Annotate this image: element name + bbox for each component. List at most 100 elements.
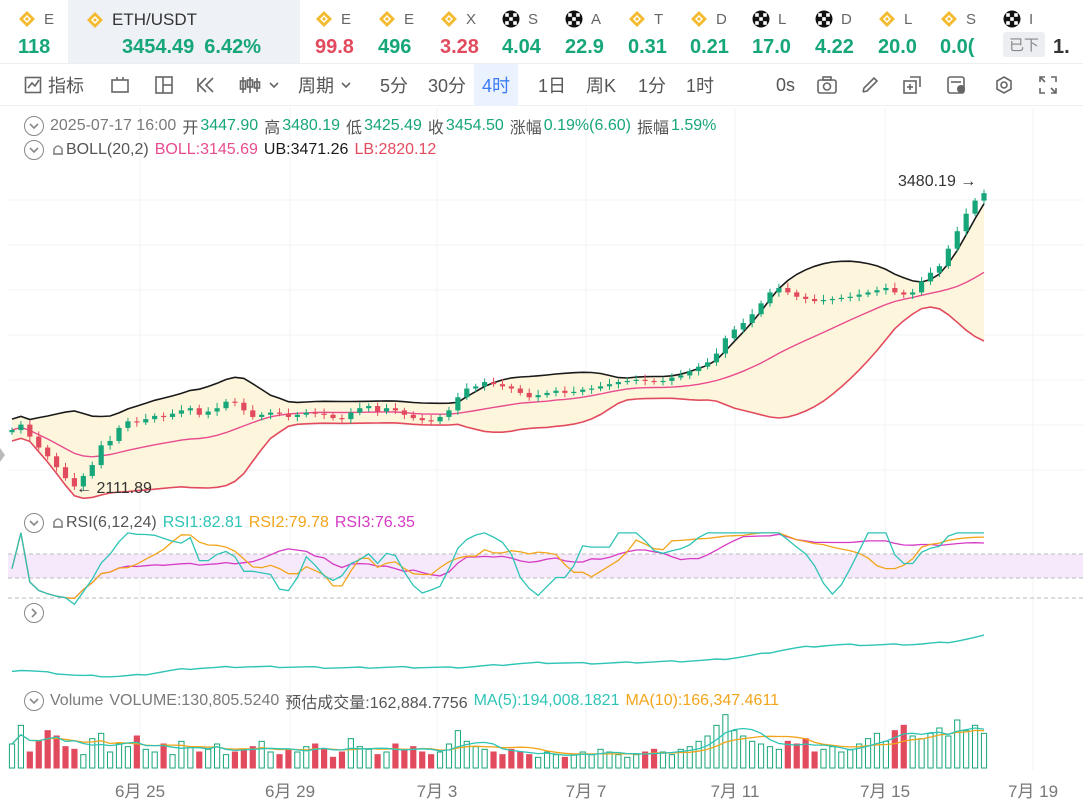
interval-tab[interactable]: 5分 (372, 64, 416, 106)
interval-label: 30分 (428, 76, 467, 96)
ticker-item[interactable]: D 0.21 (690, 0, 750, 63)
volume-bar (552, 754, 560, 769)
ticker-item[interactable]: A 22.9 (565, 0, 625, 63)
ticker-item[interactable]: S 4.04 (502, 0, 562, 63)
volume-bar (338, 751, 346, 769)
okx-icon (815, 10, 833, 28)
volume-bar (267, 751, 274, 769)
interval-tab[interactable]: 1分 (630, 64, 674, 106)
candle-body (339, 418, 345, 420)
ticker-item[interactable]: S 0.0( (940, 0, 1000, 63)
columns-icon (155, 76, 173, 94)
add-indicator-button[interactable] (902, 64, 922, 106)
indicators-button[interactable]: 指标 (24, 64, 84, 106)
candle-body (901, 292, 907, 295)
collapse-icon[interactable] (24, 513, 44, 533)
volume-bar (829, 746, 836, 769)
ticker-item[interactable]: D 4.22 (815, 0, 875, 63)
volume-bar (329, 756, 337, 769)
volume-bar (490, 751, 497, 769)
volume-bar (303, 746, 310, 769)
collapse-icon[interactable] (24, 691, 44, 711)
secondary-indicator-line (11, 634, 985, 678)
candle-body (321, 413, 327, 415)
ticker-symbol: T (654, 10, 664, 28)
ticker-item[interactable]: I 1. 已下 (1003, 0, 1070, 63)
candle-body (526, 392, 532, 398)
interval-tab[interactable]: 1日 (530, 64, 574, 106)
interval-tab[interactable]: 4时 (474, 64, 519, 106)
volume-bar (971, 724, 979, 769)
volume-bar (196, 751, 203, 769)
interval-tab[interactable]: 30分 (420, 64, 474, 106)
ticker-item[interactable]: E 99.8 (315, 0, 375, 63)
ticker-item[interactable]: E 118 (18, 0, 78, 63)
volume-bar (856, 743, 863, 769)
candle-body (669, 377, 675, 381)
candle-body (160, 415, 167, 418)
okx-icon (565, 10, 583, 28)
x-axis: 6月 25 6月 29 7月 3 7月 7 7月 11 7月 15 7月 19 (115, 782, 1058, 801)
collapse-icon[interactable] (24, 140, 44, 160)
period-dropdown[interactable]: 周期 (298, 64, 352, 106)
template-button[interactable] (110, 64, 130, 106)
screenshot-button[interactable] (816, 64, 838, 106)
ticker-item[interactable]: E 496 (378, 0, 438, 63)
binance-coin-icon (379, 11, 395, 27)
volume-bar (472, 746, 479, 769)
candle-body (696, 366, 702, 372)
low-marker: ← 2111.89 (76, 480, 152, 497)
ticker-symbol: D (716, 10, 727, 28)
candle-body (18, 424, 24, 431)
candle-body (678, 375, 684, 378)
candle-body (259, 414, 265, 417)
boll-mid-line (11, 271, 985, 458)
candle-body (303, 412, 309, 415)
candle-body (241, 402, 247, 411)
candle-body (571, 391, 577, 394)
chart-type-button[interactable] (238, 64, 280, 106)
candle-body (437, 416, 443, 422)
bell-icon[interactable] (50, 515, 66, 531)
candle-body (330, 414, 336, 419)
interval-tab[interactable]: 1时 (678, 64, 722, 106)
candle-body (446, 410, 452, 417)
collapse-icon[interactable] (24, 116, 44, 136)
candle-body (71, 478, 78, 487)
scroll-handle-icon[interactable] (0, 448, 5, 462)
calculator-button[interactable] (946, 64, 968, 106)
vol-ma10-line (11, 729, 985, 755)
ticker-value: 496 (378, 36, 412, 58)
volume-bar (133, 735, 140, 769)
delisted-badge: 已下 (1003, 32, 1046, 57)
split-layout-button[interactable] (154, 64, 174, 106)
ticker-item[interactable]: L 17.0 (752, 0, 812, 63)
candle-body (803, 296, 809, 299)
fullscreen-button[interactable] (1038, 64, 1058, 106)
candle-body (62, 467, 69, 479)
interval-label: 1分 (638, 76, 667, 96)
volume-bar (26, 751, 33, 769)
bell-icon[interactable] (50, 142, 66, 158)
volume-bar (597, 748, 604, 769)
ticker-change: 6.42% (204, 36, 262, 58)
ticker-item[interactable]: T 0.31 (628, 0, 688, 63)
volume-bar (588, 754, 595, 769)
volume-bars (8, 714, 988, 769)
candle-body (776, 288, 782, 293)
ticker-item[interactable]: ETH/USDT 3454.49 6.42% (68, 0, 300, 63)
volume-bar (463, 740, 470, 769)
interval-tab[interactable]: 周K (578, 64, 624, 106)
ticker-item[interactable]: L 20.0 (878, 0, 938, 63)
volume-label: Volume (50, 692, 104, 709)
draw-button[interactable] (860, 64, 880, 106)
ticker-item[interactable]: X 3.28 (440, 0, 500, 63)
replay-button[interactable] (196, 64, 216, 106)
expand-chevron-icon[interactable] (24, 603, 44, 623)
ticker-symbol: E (404, 10, 415, 28)
settings-button[interactable] (994, 64, 1014, 106)
volume-bar (677, 748, 684, 769)
volume-bar (811, 751, 818, 769)
volume-bar (668, 754, 675, 769)
